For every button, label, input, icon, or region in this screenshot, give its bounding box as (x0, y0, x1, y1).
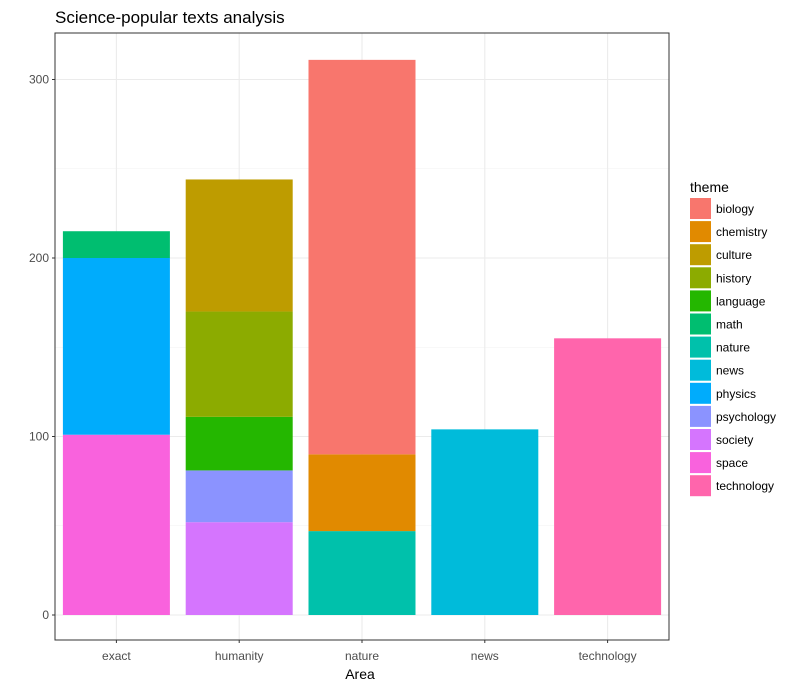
legend-swatch-biology (690, 198, 711, 219)
legend-label-nature: nature (716, 341, 750, 355)
legend-swatch-technology (690, 475, 711, 497)
legend-swatch-physics (690, 382, 711, 404)
legend-swatch-space (690, 452, 711, 474)
bar-exact-physics (62, 258, 170, 435)
legend-title: theme (690, 179, 729, 195)
legend-swatch-society (690, 429, 711, 450)
x-tick-label: humanity (215, 649, 264, 663)
bar-exact-space (62, 434, 170, 615)
legend-label-chemistry: chemistry (716, 225, 767, 239)
bars-layer (62, 59, 662, 615)
legend-swatch-psychology (690, 405, 711, 427)
bar-humanity-society (185, 522, 293, 615)
x-tick-label: technology (579, 649, 637, 663)
legend-label-math: math (716, 318, 743, 332)
legend-swatch-language (690, 290, 711, 312)
legend-label-technology: technology (716, 479, 774, 493)
legend-label-language: language (716, 294, 766, 308)
legend-label-culture: culture (716, 248, 752, 262)
legend-swatch-chemistry (690, 221, 711, 243)
legend-swatch-math (690, 313, 711, 335)
x-axis-title: Area (345, 666, 375, 682)
x-tick-label: nature (345, 649, 379, 663)
y-tick-label: 0 (42, 608, 49, 622)
legend: theme biology chemistry culture history lang… (690, 179, 776, 497)
bar-humanity-language (185, 416, 293, 471)
bar-humanity-history (185, 311, 293, 417)
bar-news-news (431, 429, 539, 615)
bar-nature-biology (308, 59, 416, 455)
x-tick-label: news (471, 649, 499, 663)
y-tick-label: 300 (29, 73, 49, 87)
legend-swatch-news (690, 359, 711, 381)
bar-technology-technology (554, 338, 662, 615)
legend-swatch-history (690, 267, 711, 289)
bar-humanity-psychology (185, 470, 293, 523)
x-axis: exact humanity nature news technology (102, 640, 637, 663)
legend-label-news: news (716, 364, 744, 378)
legend-label-physics: physics (716, 387, 756, 401)
legend-label-history: history (716, 271, 751, 285)
y-axis: 0 100 200 300 (29, 73, 55, 622)
bar-humanity-culture (185, 179, 293, 312)
y-tick-label: 200 (29, 251, 49, 265)
legend-label-biology: biology (716, 202, 754, 216)
legend-label-psychology: psychology (716, 410, 776, 424)
legend-swatch-culture (690, 244, 711, 266)
legend-swatch-nature (690, 336, 711, 358)
bar-exact-math (62, 231, 170, 258)
legend-label-society: society (716, 433, 753, 447)
chart-title: Science-popular texts analysis (55, 8, 285, 27)
y-tick-label: 100 (29, 430, 49, 444)
x-tick-label: exact (102, 649, 131, 663)
bar-nature-nature (308, 531, 416, 615)
bar-nature-chemistry (308, 454, 416, 532)
legend-label-space: space (716, 456, 748, 470)
